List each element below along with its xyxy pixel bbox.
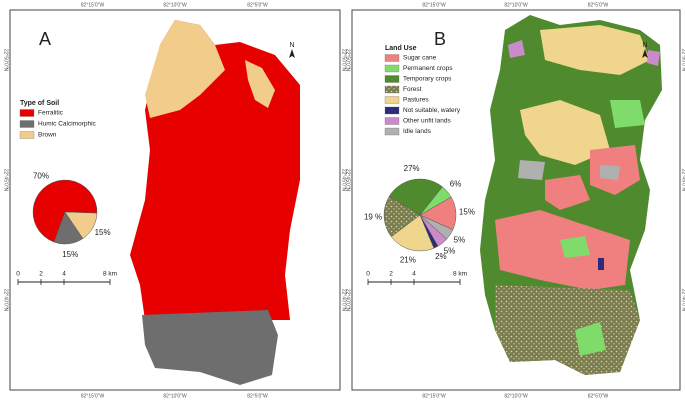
coordinate-label: 22°50'0"N: [341, 49, 347, 72]
legend-swatch: [384, 54, 400, 62]
legend-label: Temporary crops: [403, 76, 452, 83]
pie-label: 5%: [444, 247, 456, 256]
panel-label: A: [39, 29, 51, 49]
legend-title: Type of Soil: [20, 100, 59, 107]
pie-slice: [64, 211, 98, 239]
soil-map: [130, 20, 300, 385]
pie-label: 19 %: [364, 213, 382, 222]
coordinate-label: 82°10'0"W: [504, 393, 528, 399]
legend-swatch: [19, 109, 35, 117]
coordinate-label: 22°45'0"N: [3, 169, 9, 192]
pie-slice: [383, 196, 421, 238]
legend-label: Pastures: [403, 97, 429, 104]
coordinate-label: 22°45'0"N: [345, 169, 351, 192]
legend-label: Humic Calcimorphic: [38, 121, 97, 128]
north-arrow: [289, 49, 295, 58]
scale-label: 4: [62, 271, 66, 278]
pie-slice: [388, 178, 443, 216]
pie-label: 6%: [450, 179, 462, 188]
pie-label: 15%: [62, 250, 78, 259]
legend-label: Sugar cane: [403, 55, 437, 62]
coordinate-label: 82°5'0"W: [247, 393, 268, 399]
land-use-map: [480, 15, 662, 375]
legend-label: Idle lands: [403, 128, 432, 135]
pie-label: 70%: [33, 171, 49, 180]
scale-label: 2: [389, 271, 393, 278]
panel-label: B: [434, 29, 446, 49]
legend-swatch: [19, 120, 35, 128]
pie-slice: [419, 214, 454, 240]
coordinate-label: 82°5'0"W: [247, 2, 268, 8]
legend-swatch: [19, 131, 35, 139]
legend-label: Not suitable, watery: [403, 107, 461, 114]
pie-slice: [32, 179, 98, 243]
pie-slice: [390, 214, 435, 252]
pie-label: 5%: [454, 236, 466, 245]
legend-swatch: [384, 106, 400, 115]
coordinate-label: 22°50'0"N: [3, 49, 9, 72]
coordinate-label: 22°45'0"N: [681, 169, 685, 192]
coordinate-label: 22°40'0"N: [345, 289, 351, 312]
legend-label: Forest: [403, 86, 422, 93]
legend-swatch: [384, 85, 400, 94]
scale-label: 8 km: [103, 271, 117, 278]
pie-label: 21%: [400, 256, 416, 265]
legend-swatch: [384, 64, 400, 73]
coordinate-label: 82°5'0"W: [588, 2, 609, 8]
coordinate-label: 82°15'0"W: [422, 2, 446, 8]
coordinate-label: 82°5'0"W: [588, 393, 609, 399]
scale-label: 0: [366, 271, 370, 278]
coordinate-label: 22°50'0"N: [345, 49, 351, 72]
coordinate-label: 22°40'0"N: [681, 289, 685, 312]
pie-label: 15%: [459, 208, 475, 217]
legend-swatch: [384, 117, 400, 125]
coordinate-label: 22°40'0"N: [3, 289, 9, 312]
legend-label: Ferralitic: [38, 110, 64, 117]
legend-label: Brown: [38, 132, 57, 139]
coordinate-label: 22°50'0"N: [681, 49, 685, 72]
legend-swatch: [384, 96, 400, 104]
coordinate-label: 22°40'0"N: [341, 289, 347, 312]
north-arrow: [642, 49, 648, 58]
pie-label: 2%: [435, 252, 447, 261]
coordinate-label: 82°10'0"W: [504, 2, 528, 8]
legend-label: Other unfit lands: [403, 118, 451, 125]
north-arrow-label: N: [642, 42, 647, 49]
legend-swatch: [384, 75, 400, 83]
coordinate-label: 82°15'0"W: [81, 2, 105, 8]
legend-swatch: [384, 127, 400, 136]
coordinate-label: 82°15'0"W: [422, 393, 446, 399]
pie-label: 27%: [404, 164, 420, 173]
scale-label: 0: [16, 271, 20, 278]
north-arrow-label: N: [289, 42, 294, 49]
pie-label: 15%: [95, 228, 111, 237]
scale-label: 2: [39, 271, 43, 278]
legend-title: Land Use: [385, 45, 417, 52]
legend-label: Permanent crops: [403, 65, 453, 72]
coordinate-label: 82°15'0"W: [81, 393, 105, 399]
scale-label: 4: [412, 271, 416, 278]
coordinate-label: 22°45'0"N: [341, 169, 347, 192]
coordinate-label: 82°10'0"W: [163, 393, 187, 399]
scale-label: 8 km: [453, 271, 467, 278]
coordinate-label: 82°10'0"W: [163, 2, 187, 8]
